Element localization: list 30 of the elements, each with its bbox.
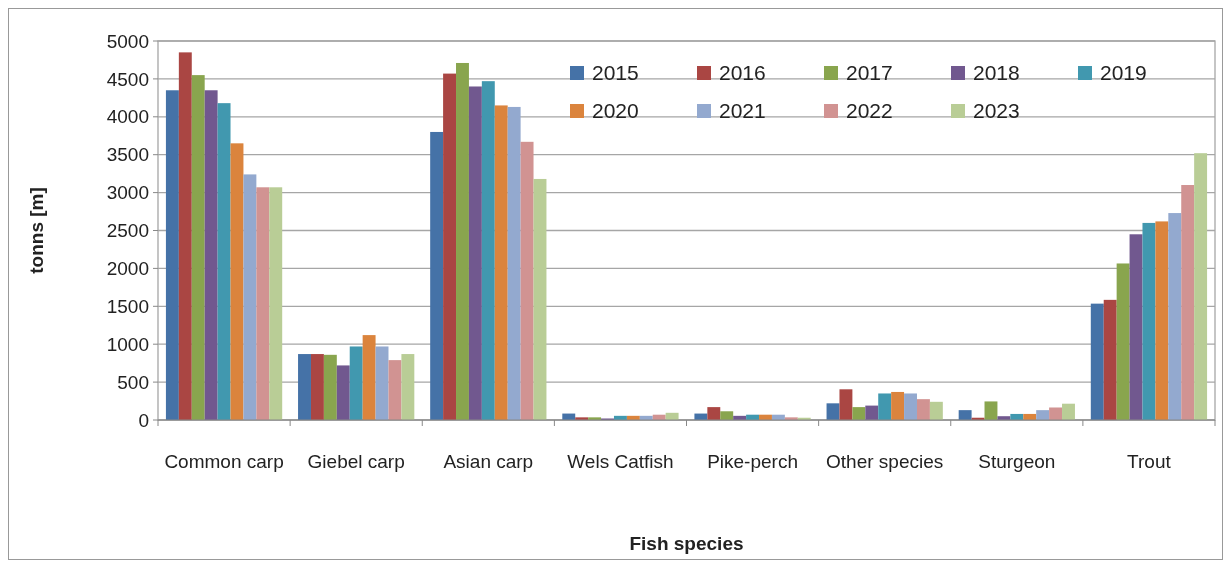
y-tick-label: 2500 xyxy=(106,220,149,242)
legend-label: 2021 xyxy=(719,99,766,123)
y-tick-label: 0 xyxy=(138,409,149,431)
legend-label: 2015 xyxy=(592,61,639,85)
x-tick-label: Common carp xyxy=(164,451,284,472)
y-tick-label: 1500 xyxy=(106,295,149,317)
legend-label: 2022 xyxy=(846,99,893,123)
y-tick-label: 5000 xyxy=(106,30,149,52)
y-tick-label: 3500 xyxy=(106,144,149,166)
y-tick-label: 4000 xyxy=(106,106,149,128)
y-tick-label: 500 xyxy=(117,371,149,393)
x-tick-label: Other species xyxy=(826,451,944,472)
legend-label: 2017 xyxy=(846,61,893,85)
x-tick-label: Trout xyxy=(1127,451,1172,472)
y-axis-title: tonns [m] xyxy=(26,187,47,274)
y-tick-label: 4500 xyxy=(106,68,149,90)
x-tick-label: Pike-perch xyxy=(707,451,798,472)
legend-label: 2016 xyxy=(719,61,766,85)
x-tick-label: Sturgeon xyxy=(978,451,1056,472)
y-tick-label: 1000 xyxy=(106,333,149,355)
x-tick-label: Asian carp xyxy=(443,451,534,472)
y-tick-label: 3000 xyxy=(106,182,149,204)
x-tick-label: Giebel carp xyxy=(307,451,405,472)
legend-label: 2020 xyxy=(592,99,639,123)
legend-label: 2018 xyxy=(973,61,1020,85)
x-tick-label: Wels Catfish xyxy=(567,451,674,472)
y-tick-label: 2000 xyxy=(106,258,149,280)
legend-label: 2023 xyxy=(973,99,1020,123)
legend-label: 2019 xyxy=(1100,61,1147,85)
x-axis-title: Fish species xyxy=(629,533,744,554)
